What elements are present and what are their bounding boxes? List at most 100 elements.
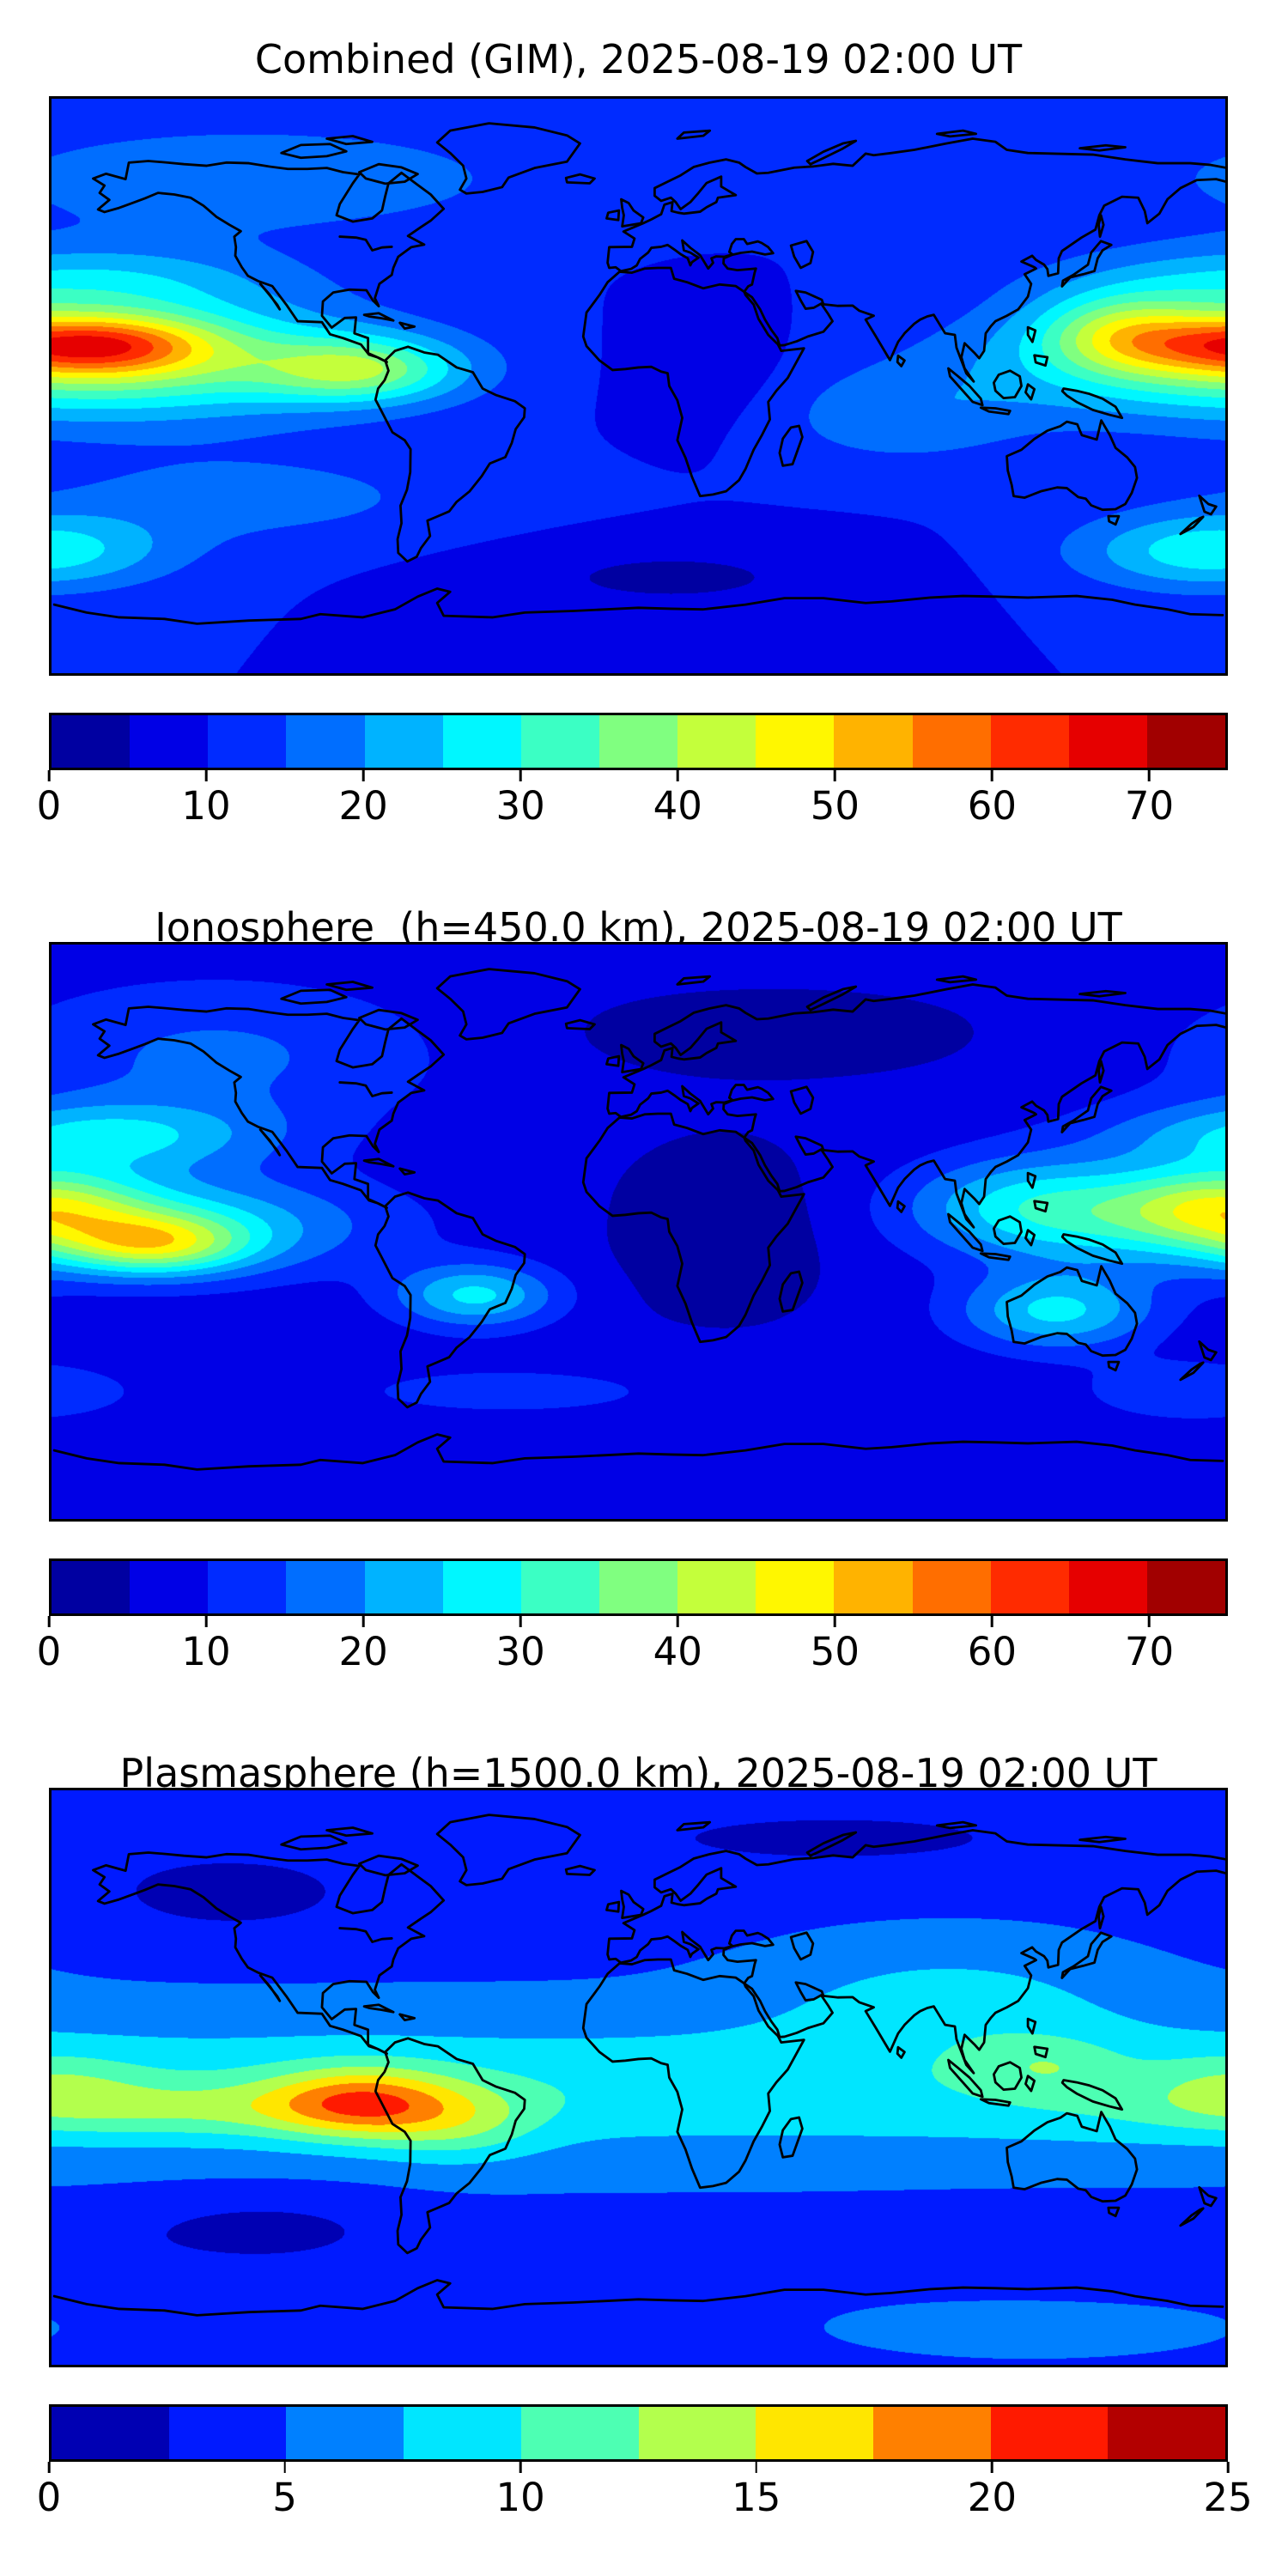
coastlines-overlay (52, 122, 1225, 625)
world-map-combined (49, 96, 1228, 676)
colorbar-swatch (208, 1561, 287, 1613)
colorbar-tick-label: 10 (181, 783, 231, 829)
world-map-ionosphere (49, 942, 1228, 1522)
colorbar-swatch (1068, 715, 1147, 768)
colorbar-tick-mark (204, 770, 208, 781)
colorbar-tick-label: 0 (36, 783, 62, 829)
colorbar-swatch (598, 715, 678, 768)
colorbar-tick-label: 0 (36, 1629, 62, 1674)
colorbar-tick-mark (991, 770, 993, 781)
colorbar-swatch (286, 715, 365, 768)
colorbar-tick-label: 70 (1124, 1629, 1175, 1674)
colorbar-tick-mark (283, 2462, 286, 2473)
colorbar-tick-label: 10 (181, 1629, 231, 1674)
colorbar-swatch (990, 2407, 1109, 2459)
coastlines-overlay (52, 968, 1225, 1471)
colorbar-ticks-ionosphere: 0 10 20 30 40 50 60 70 (37, 1616, 1228, 1680)
panel-combined-gim: Combined (GIM), 2025-08-19 02:00 UT 0 10 2… (0, 0, 1288, 846)
colorbar-ticks-combined: 0 10 20 30 40 50 60 70 (37, 770, 1228, 835)
colorbar-tick-label: 15 (732, 2475, 781, 2520)
colorbar-tick-label: 70 (1124, 783, 1175, 829)
colorbar-tick-mark (1148, 770, 1151, 781)
colorbar-plasmasphere (49, 2404, 1228, 2462)
colorbar-swatch (168, 2407, 287, 2459)
colorbar-combined (49, 713, 1228, 770)
colorbar-swatch (364, 715, 443, 768)
colorbar-tick-label: 40 (653, 1629, 702, 1674)
colorbar-swatch (912, 715, 991, 768)
colorbar-swatch (52, 2407, 169, 2459)
panel-plasmasphere: Plasmasphere (h=1500.0 km), 2025-08-19 0… (0, 1692, 1288, 2537)
colorbar-tick-mark (361, 1616, 365, 1627)
colorbar-tick-mark (47, 2462, 51, 2473)
colorbar-tick-mark (991, 2462, 993, 2473)
colorbar-swatch (208, 715, 287, 768)
colorbar-tick-mark (676, 770, 679, 781)
colorbar-tick-mark (204, 1616, 208, 1627)
colorbar-swatch (756, 2407, 873, 2459)
colorbar-ticks-plasmasphere: 0 5 10 15 20 25 (37, 2462, 1253, 2526)
colorbar-swatch (872, 2407, 991, 2459)
colorbar-swatch (834, 1561, 913, 1613)
colorbar-tick-mark (361, 770, 365, 781)
colorbar-swatch (130, 715, 209, 768)
colorbar-swatch (52, 715, 131, 768)
colorbar-tick-label: 20 (967, 2475, 1018, 2520)
colorbar-tick-label: 0 (36, 2475, 62, 2520)
colorbar-tick-mark (519, 2462, 522, 2473)
colorbar-tick-mark (834, 770, 836, 781)
colorbar-tick-mark (991, 1616, 993, 1627)
colorbar-tick-label: 30 (495, 1629, 545, 1674)
colorbar-tick-label: 5 (272, 2475, 297, 2520)
colorbar-swatch (286, 1561, 365, 1613)
colorbar-swatch (756, 715, 835, 768)
colorbar-swatch (990, 715, 1069, 768)
colorbar-tick-mark (519, 1616, 522, 1627)
colorbar-swatch (520, 2407, 639, 2459)
colorbar-tick-mark (47, 770, 51, 781)
colorbar-swatch (677, 1561, 756, 1613)
colorbar-tick-label: 25 (1203, 2475, 1253, 2520)
colorbar-tick-label: 50 (810, 783, 860, 829)
colorbar-tick-mark (519, 770, 522, 781)
colorbar-swatch (1068, 1561, 1147, 1613)
colorbar-swatch (1108, 2407, 1226, 2459)
colorbar-tick-mark (1148, 1616, 1151, 1627)
colorbar-tick-mark (1226, 2462, 1230, 2473)
colorbar-swatch (442, 1561, 521, 1613)
colorbar-tick-mark (676, 1616, 679, 1627)
colorbar-swatch (364, 1561, 443, 1613)
colorbar-tick-label: 50 (810, 1629, 860, 1674)
colorbar-tick-mark (755, 2462, 758, 2473)
colorbar-swatch (52, 1561, 131, 1613)
world-map-plasmasphere (49, 1788, 1228, 2367)
colorbar-tick-label: 40 (653, 783, 702, 829)
colorbar-swatch (598, 1561, 678, 1613)
colorbar-tick-label: 60 (967, 1629, 1018, 1674)
colorbar-swatch (990, 1561, 1069, 1613)
colorbar-swatch (756, 1561, 835, 1613)
colorbar-swatch (404, 2407, 521, 2459)
colorbar-ionosphere (49, 1558, 1228, 1616)
coastlines-overlay (52, 1814, 1225, 2317)
colorbar-tick-mark (834, 1616, 836, 1627)
colorbar-swatch (1146, 1561, 1226, 1613)
colorbar-swatch (286, 2407, 404, 2459)
colorbar-swatch (442, 715, 521, 768)
colorbar-swatch (677, 715, 756, 768)
colorbar-swatch (638, 2407, 756, 2459)
colorbar-tick-label: 20 (338, 1629, 388, 1674)
colorbar-swatch (130, 1561, 209, 1613)
colorbar-swatch (520, 715, 599, 768)
colorbar-swatch (1146, 715, 1226, 768)
colorbar-tick-mark (47, 1616, 51, 1627)
colorbar-tick-label: 60 (967, 783, 1018, 829)
colorbar-swatch (520, 1561, 599, 1613)
colorbar-tick-label: 30 (495, 783, 545, 829)
colorbar-swatch (912, 1561, 991, 1613)
colorbar-swatch (834, 715, 913, 768)
colorbar-tick-label: 20 (338, 783, 388, 829)
panel-title-combined: Combined (GIM), 2025-08-19 02:00 UT (254, 35, 1023, 82)
panel-ionosphere: Ionosphere (h=450.0 km), 2025-08-19 02:0… (0, 846, 1288, 1692)
